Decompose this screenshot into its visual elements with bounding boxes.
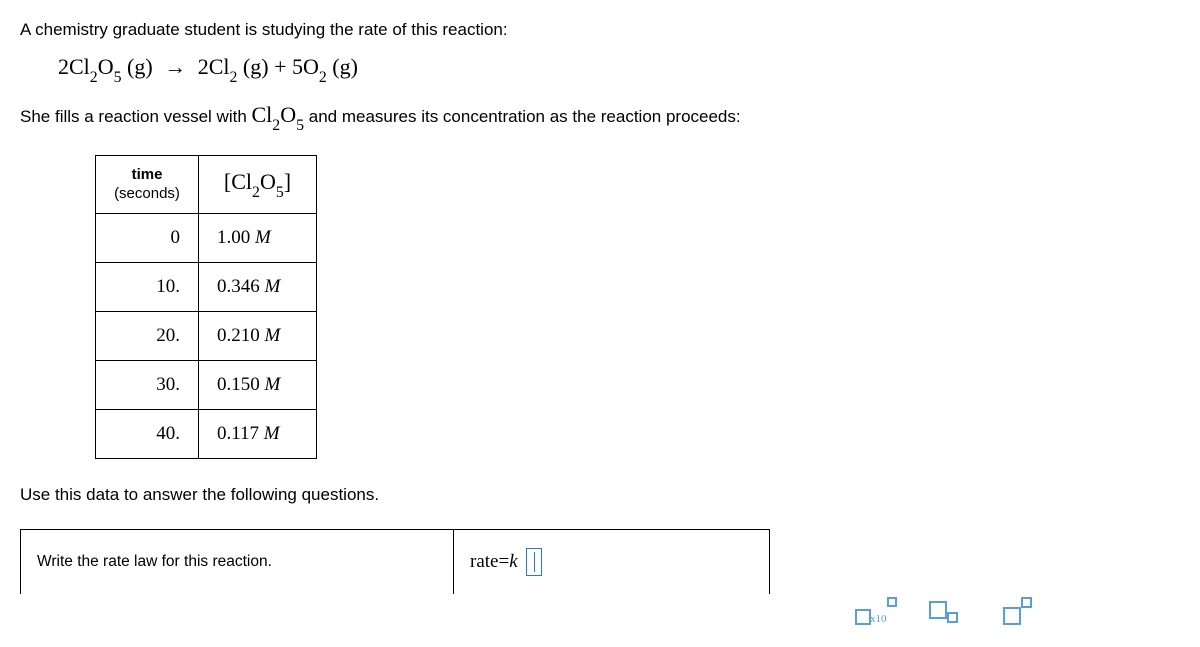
cell-conc: 1.00 M [199, 214, 317, 263]
eq-left-el2: O [98, 54, 114, 79]
hdr-sub2: 5 [276, 184, 284, 201]
superscript-button[interactable] [1003, 595, 1047, 631]
table-row: 40. 0.117 M [96, 410, 317, 459]
eq-plus: + [274, 54, 286, 79]
val: 0.150 [217, 374, 260, 395]
scientific-notation-button[interactable]: x10 [855, 595, 899, 631]
rate-k: k [509, 551, 517, 573]
context-prefix: She fills a reaction vessel with [20, 107, 252, 126]
ctx-sub1: 2 [272, 117, 280, 134]
eq-r2-coef: 5 [292, 54, 303, 79]
unit: M [265, 374, 281, 395]
eq-left-sub2: 5 [114, 69, 122, 86]
val: 1.00 [217, 227, 250, 248]
ctx-el2: O [280, 102, 296, 127]
context-suffix: and measures its concentration as the re… [304, 107, 741, 126]
reaction-arrow-icon: → [164, 54, 186, 79]
val: 0.346 [217, 276, 260, 297]
square-icon [947, 612, 958, 623]
eq-left-coef: 2 [58, 54, 69, 79]
cell-time: 10. [96, 263, 199, 312]
header-time: time (seconds) [96, 155, 199, 214]
rate-label: rate [470, 551, 498, 573]
table-row: 0 1.00 M [96, 214, 317, 263]
eq-r2-phase: (g) [332, 54, 358, 79]
intro-text: A chemistry graduate student is studying… [20, 20, 1180, 40]
eq-left-sub1: 2 [90, 69, 98, 86]
unit: M [265, 325, 281, 346]
cell-time: 20. [96, 312, 199, 361]
val: 0.117 [217, 423, 259, 444]
data-table: time (seconds) [Cl2O5] 0 1.00 M 10. 0.34… [95, 155, 317, 460]
question-prompt: Write the rate law for this reaction. [21, 530, 454, 594]
eq-r1-sub: 2 [229, 69, 237, 86]
subscript-button[interactable] [929, 595, 973, 631]
eq-left-phase: (g) [127, 54, 153, 79]
eq-r1-coef: 2 [198, 54, 209, 79]
eq-r1-phase: (g) [243, 54, 269, 79]
unit: M [265, 276, 281, 297]
table-header-row: time (seconds) [Cl2O5] [96, 155, 317, 214]
ctx-el1: Cl [252, 102, 273, 127]
context-text: She fills a reaction vessel with Cl2O5 a… [20, 102, 1180, 132]
table-row: 20. 0.210 M [96, 312, 317, 361]
cell-conc: 0.117 M [199, 410, 317, 459]
cell-conc: 0.210 M [199, 312, 317, 361]
equals-sign: = [498, 551, 509, 573]
square-icon [1003, 607, 1021, 625]
answer-area[interactable]: rate = k [454, 530, 769, 594]
header-time-l2: (seconds) [114, 185, 180, 202]
hdr-el2: O [260, 169, 276, 194]
unit: M [255, 227, 271, 248]
header-time-l1: time [132, 166, 163, 183]
answer-input[interactable] [526, 548, 542, 576]
square-icon [855, 609, 871, 625]
header-concentration: [Cl2O5] [199, 155, 317, 214]
x10-label: x10 [870, 613, 887, 625]
table-row: 10. 0.346 M [96, 263, 317, 312]
square-icon [929, 601, 947, 619]
symbol-palette: x10 [855, 595, 1047, 631]
hdr-el1: Cl [231, 169, 252, 194]
question-row: Write the rate law for this reaction. ra… [20, 529, 770, 594]
cell-conc: 0.150 M [199, 361, 317, 410]
eq-left-el1: Cl [69, 54, 90, 79]
square-icon [1021, 597, 1032, 608]
bracket-close-icon: ] [284, 169, 291, 194]
hdr-sub1: 2 [252, 184, 260, 201]
cell-time: 0 [96, 214, 199, 263]
unit: M [264, 423, 280, 444]
cell-time: 30. [96, 361, 199, 410]
context-species: Cl2O5 [252, 102, 305, 127]
reaction-equation: 2Cl2O5 (g) → 2Cl2 (g) + 5O2 (g) [58, 54, 1180, 84]
ctx-sub2: 5 [296, 117, 304, 134]
cell-time: 40. [96, 410, 199, 459]
eq-r2-sub: 2 [319, 69, 327, 86]
cell-conc: 0.346 M [199, 263, 317, 312]
square-icon [887, 597, 897, 607]
val: 0.210 [217, 325, 260, 346]
eq-r2-el: O [303, 54, 319, 79]
eq-r1-el: Cl [209, 54, 230, 79]
instruction-text: Use this data to answer the following qu… [20, 485, 1180, 505]
table-row: 30. 0.150 M [96, 361, 317, 410]
